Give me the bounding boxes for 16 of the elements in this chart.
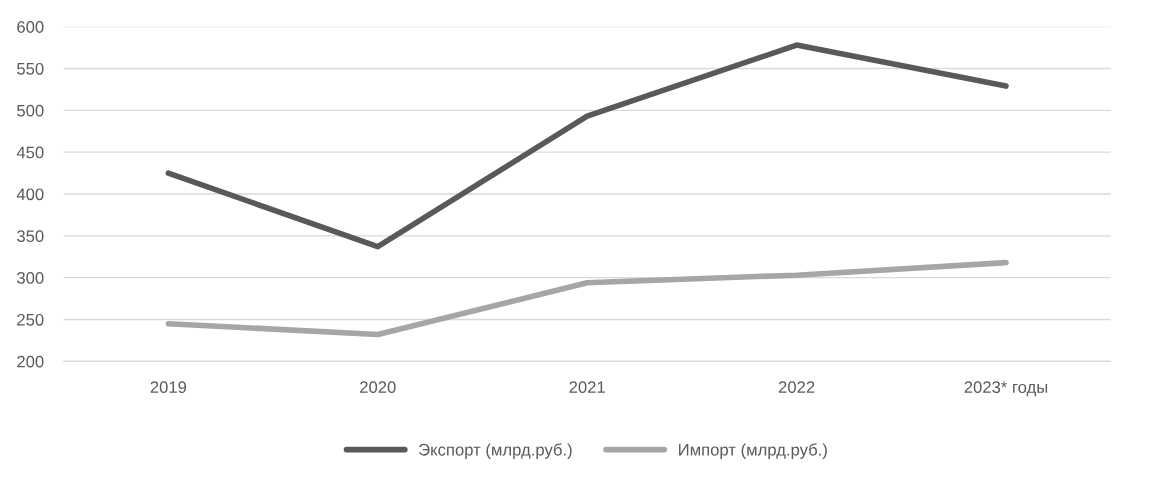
- y-tick-label: 450: [16, 146, 44, 159]
- y-tick-label: 250: [17, 313, 44, 326]
- x-tick-label: 2023* годы: [964, 381, 1048, 397]
- y-tick-label: 500: [17, 104, 44, 117]
- y-tick-label: 350: [17, 230, 44, 243]
- y-tick-label: 300: [17, 272, 44, 284]
- y-tick-label: 400: [16, 188, 44, 201]
- x-tick-label: 2021: [569, 381, 605, 394]
- x-tick-label: 2022: [778, 381, 815, 394]
- x-tick-label: 2019: [150, 381, 187, 394]
- x-tick-label: 2020: [360, 381, 396, 394]
- y-tick-label: 200: [17, 355, 44, 368]
- y-tick-label: 600: [17, 21, 44, 33]
- y-tick-label: 550: [17, 62, 44, 75]
- legend-label: Импорт (млрд.руб.): [679, 443, 827, 459]
- legend-label: Экспорт (млрд.руб.): [418, 443, 572, 459]
